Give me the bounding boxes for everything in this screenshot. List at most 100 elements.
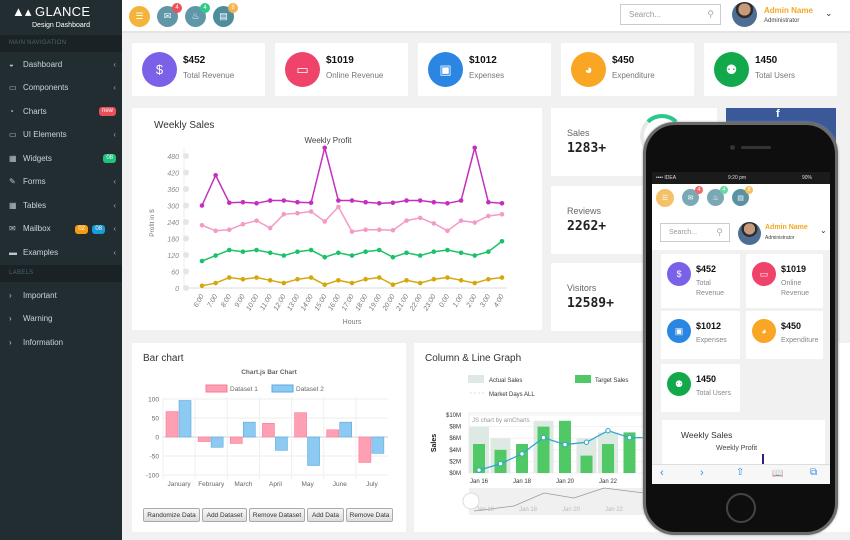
bar[interactable] xyxy=(242,421,256,438)
data-point[interactable] xyxy=(476,467,482,473)
notifications-button[interactable]: ♨ 4 xyxy=(707,186,728,206)
data-point[interactable] xyxy=(497,461,504,467)
data-point[interactable] xyxy=(376,227,382,232)
chevron-down-icon[interactable]: ⌄ xyxy=(820,226,827,235)
scrollbar-grip[interactable] xyxy=(462,492,480,510)
legend-label[interactable]: Market Days ALL xyxy=(489,392,535,398)
back-icon[interactable]: ‹ xyxy=(660,467,664,479)
data-point[interactable] xyxy=(281,212,287,217)
data-point[interactable] xyxy=(349,229,355,234)
data-point[interactable] xyxy=(363,199,368,205)
data-point[interactable] xyxy=(363,276,368,282)
search-input[interactable]: Search... ⚲ xyxy=(660,223,730,242)
bar[interactable] xyxy=(210,436,224,448)
sidebar-item-components[interactable]: ▭ Components ‹ xyxy=(0,77,122,99)
remove-dataset-button[interactable]: Remove Dataset xyxy=(249,508,305,522)
legend-label[interactable]: Dataset 2 xyxy=(296,386,324,393)
data-point[interactable] xyxy=(390,282,396,287)
data-point[interactable] xyxy=(240,199,246,205)
tabs-icon[interactable]: ⧉ xyxy=(810,467,818,478)
data-point[interactable] xyxy=(417,253,423,258)
bar[interactable] xyxy=(229,436,243,444)
search-input[interactable]: Search... ⚲ xyxy=(620,4,721,25)
data-point[interactable] xyxy=(308,247,314,253)
data-point[interactable] xyxy=(472,145,478,151)
sidebar-item-tables[interactable]: ▦ Tables ‹ xyxy=(0,194,122,216)
sidebar-item-dashboard[interactable]: ◒ Dashboard ‹ xyxy=(0,53,122,75)
data-point[interactable] xyxy=(336,250,341,256)
user-name[interactable]: Admin Name xyxy=(765,224,808,231)
sidebar-item-examples[interactable]: ▬ Examples ‹ xyxy=(0,241,122,263)
label-item-important[interactable]: › Important xyxy=(0,284,122,306)
data-point[interactable] xyxy=(376,201,382,206)
data-point[interactable] xyxy=(431,249,437,254)
sidebar-item-widgets[interactable]: ▦ Widgets 08 xyxy=(0,147,122,169)
legend-label[interactable]: Target Sales xyxy=(595,378,628,384)
data-point[interactable] xyxy=(336,278,341,283)
bar[interactable] xyxy=(371,436,385,454)
bar[interactable] xyxy=(339,421,353,438)
data-point[interactable] xyxy=(626,434,633,441)
data-point[interactable] xyxy=(404,198,409,203)
data-point[interactable] xyxy=(445,228,450,234)
data-point[interactable] xyxy=(376,247,382,253)
data-point[interactable] xyxy=(308,209,314,214)
legend-label[interactable]: Actual Sales xyxy=(489,378,522,384)
data-point[interactable] xyxy=(605,427,611,434)
data-point[interactable] xyxy=(404,218,409,223)
data-point[interactable] xyxy=(240,249,246,254)
chevron-down-icon[interactable]: ⌄ xyxy=(825,8,833,18)
data-point[interactable] xyxy=(267,225,273,231)
sidebar-item-forms[interactable]: ✎ Forms ‹ xyxy=(0,171,122,193)
data-point[interactable] xyxy=(486,249,491,254)
bar[interactable] xyxy=(307,436,320,466)
data-point[interactable] xyxy=(363,249,368,254)
data-point[interactable] xyxy=(254,218,259,223)
menu-toggle-button[interactable]: ☰ xyxy=(656,189,674,207)
data-point[interactable] xyxy=(349,253,355,258)
data-point[interactable] xyxy=(472,280,478,286)
data-point[interactable] xyxy=(322,254,328,260)
data-point[interactable] xyxy=(404,250,409,256)
data-point[interactable] xyxy=(267,278,273,283)
target-sales-bar[interactable] xyxy=(602,444,614,473)
legend-label[interactable]: Dataset 1 xyxy=(230,386,258,393)
data-point[interactable] xyxy=(583,439,590,445)
data-point[interactable] xyxy=(499,212,505,217)
target-sales-bar[interactable] xyxy=(580,455,593,473)
data-point[interactable] xyxy=(458,250,464,256)
data-point[interactable] xyxy=(417,198,423,203)
data-point[interactable] xyxy=(472,253,478,258)
data-point[interactable] xyxy=(445,275,450,280)
target-sales-bar[interactable] xyxy=(473,444,485,473)
sidebar-item-mailbox[interactable]: ✉ Mailbox ‹ 02 08 xyxy=(0,218,122,240)
avatar[interactable] xyxy=(732,2,757,27)
tasks-button[interactable]: ▤ 8 xyxy=(213,3,238,27)
data-point[interactable] xyxy=(213,280,218,286)
share-icon[interactable]: ⇧ xyxy=(736,467,745,478)
data-point[interactable] xyxy=(199,223,205,228)
data-point[interactable] xyxy=(213,253,218,258)
messages-button[interactable]: ✉ 4 xyxy=(682,186,703,206)
legend-swatch[interactable] xyxy=(575,375,591,383)
data-point[interactable] xyxy=(281,253,287,258)
data-point[interactable] xyxy=(199,283,205,289)
data-point[interactable] xyxy=(254,201,259,206)
target-sales-bar[interactable] xyxy=(623,432,636,473)
data-point[interactable] xyxy=(226,200,232,206)
bookmarks-icon[interactable]: 📖 xyxy=(772,468,784,478)
data-point[interactable] xyxy=(431,221,437,226)
notifications-button[interactable]: ♨ 4 xyxy=(185,3,210,27)
tasks-button[interactable]: ▤ 8 xyxy=(732,186,753,206)
bar[interactable] xyxy=(275,436,288,451)
data-point[interactable] xyxy=(322,282,328,287)
data-point[interactable] xyxy=(295,210,300,216)
bar[interactable] xyxy=(178,400,192,438)
data-point[interactable] xyxy=(486,276,491,282)
avatar[interactable] xyxy=(738,222,761,245)
sidebar-item-ui-elements[interactable]: ▭ UI Elements ‹ xyxy=(0,124,122,146)
data-point[interactable] xyxy=(213,172,218,178)
data-point[interactable] xyxy=(240,276,246,282)
randomize-data-button[interactable]: Randomize Data xyxy=(143,508,200,522)
data-point[interactable] xyxy=(281,198,287,203)
